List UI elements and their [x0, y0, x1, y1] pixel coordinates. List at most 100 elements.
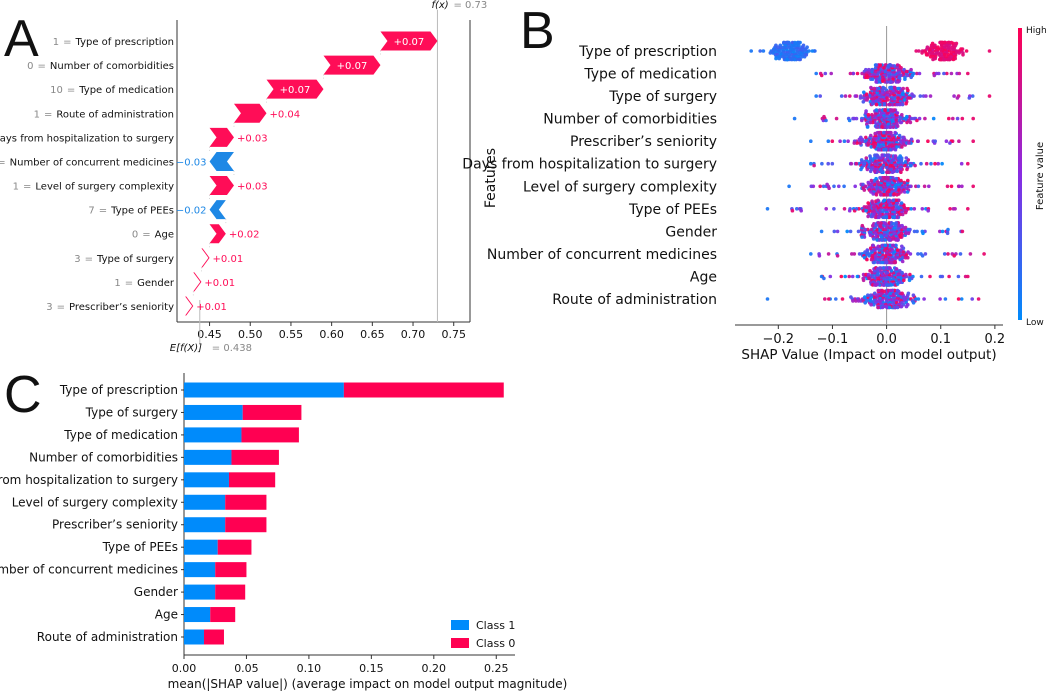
beeswarm-point: [862, 160, 867, 164]
waterfall-feature-eq: =: [57, 302, 65, 313]
beeswarm-point: [906, 227, 911, 232]
beeswarm-point: [894, 198, 898, 203]
beeswarm-point: [894, 243, 898, 248]
beeswarm-point: [936, 161, 940, 166]
beeswarm-point: [900, 291, 904, 296]
beeswarm-point: [800, 54, 804, 59]
beeswarm-point: [881, 283, 886, 287]
waterfall-feature-eq: =: [99, 206, 107, 217]
beeswarm-point: [869, 85, 873, 90]
beeswarm-point: [842, 139, 847, 143]
beeswarm-point: [897, 133, 902, 138]
beeswarm-point: [812, 163, 816, 168]
waterfall-feature-name: Prescriber’s seniority: [69, 302, 174, 313]
beeswarm-x-tick-label: 0.2: [985, 332, 1006, 347]
beeswarm-point: [843, 94, 848, 98]
beeswarm-point: [960, 184, 964, 189]
waterfall-feature-label: 7 = Type of PEEs: [88, 206, 174, 217]
beeswarm-point: [817, 254, 822, 258]
beeswarm-feature-label: Level of surgery complexity: [523, 179, 717, 195]
beeswarm-point: [823, 71, 828, 76]
beeswarm-point: [860, 71, 864, 76]
beeswarm-point: [898, 120, 903, 125]
beeswarm-point: [848, 94, 852, 98]
beeswarm-point: [865, 98, 869, 102]
beeswarm-point: [861, 100, 866, 104]
beeswarm-point: [851, 116, 855, 121]
beeswarm-point: [917, 116, 922, 121]
beeswarm-point: [917, 71, 922, 76]
beeswarm-point: [821, 184, 826, 189]
beeswarm-point: [874, 102, 879, 107]
beeswarm-point: [876, 198, 880, 203]
beeswarm-point: [847, 274, 851, 279]
beeswarm-point: [903, 225, 908, 230]
beeswarm-point: [822, 114, 826, 119]
beeswarm-point: [908, 120, 913, 125]
beeswarm-point: [804, 53, 809, 57]
beeswarm-point: [941, 57, 946, 62]
beeswarm-point: [849, 161, 854, 166]
beeswarm-point: [914, 49, 918, 53]
bar-x-tick-label: 0.15: [359, 662, 384, 675]
beeswarm-point: [879, 203, 883, 207]
beeswarm-point: [879, 193, 883, 197]
beeswarm-point: [874, 125, 879, 129]
beeswarm-point: [905, 69, 909, 74]
beeswarm-point: [874, 108, 879, 112]
beeswarm-point: [987, 94, 992, 98]
beeswarm-point: [851, 299, 855, 303]
beeswarm-point: [940, 161, 944, 166]
beeswarm-point: [942, 71, 946, 76]
beeswarm-x-tick-label: −0.2: [763, 332, 795, 347]
beeswarm-feature-label: Age: [690, 269, 717, 285]
beeswarm-point: [877, 147, 881, 152]
waterfall-feature-value: 10: [50, 85, 63, 96]
beeswarm-point: [852, 141, 857, 145]
beeswarm-point: [895, 124, 900, 128]
bar-category-label: Type of medication: [63, 428, 178, 442]
beeswarm-point: [866, 293, 870, 298]
beeswarm-point: [865, 167, 870, 172]
beeswarm-point: [875, 238, 879, 242]
beeswarm-point: [905, 120, 909, 125]
beeswarm-point: [797, 40, 801, 45]
beeswarm-point: [813, 49, 817, 53]
beeswarm-point: [818, 184, 822, 189]
beeswarm-point: [915, 71, 919, 76]
waterfall-bar-label: +0.07: [280, 85, 311, 96]
beeswarm-point: [885, 125, 890, 129]
waterfall-bar: [323, 55, 381, 75]
beeswarm-point: [898, 154, 902, 158]
beeswarm-point: [872, 86, 877, 91]
beeswarm-point: [829, 71, 833, 76]
waterfall-feature-eq: =: [63, 37, 71, 48]
beeswarm-point: [865, 257, 869, 262]
beeswarm-point: [982, 252, 986, 256]
beeswarm-point: [966, 161, 970, 166]
beeswarm-point: [868, 246, 873, 250]
beeswarm-point: [971, 139, 975, 143]
beeswarm-point: [898, 102, 902, 107]
beeswarm-point: [883, 243, 888, 248]
beeswarm-point: [884, 215, 889, 220]
beeswarm-point: [915, 229, 919, 234]
beeswarm-point: [976, 297, 981, 301]
beeswarm-point: [905, 86, 909, 91]
beeswarm-point: [838, 139, 842, 143]
beeswarm-point: [880, 169, 884, 174]
colorbar-high-label: High: [1026, 26, 1047, 36]
beeswarm-point: [864, 208, 868, 213]
beeswarm-point: [888, 63, 893, 67]
beeswarm-point: [903, 210, 908, 215]
waterfall-feature-name: Route of administration: [56, 109, 174, 120]
bar-segment-class-0: [210, 607, 236, 623]
beeswarm-point: [865, 248, 870, 252]
panel-letter-a: A: [4, 10, 39, 68]
beeswarm-point: [871, 237, 876, 241]
waterfall-base-value: = 0.438: [212, 343, 252, 354]
waterfall-feature-eq: =: [67, 85, 75, 96]
beeswarm-point: [948, 207, 952, 211]
beeswarm-point: [790, 57, 794, 62]
beeswarm-point: [866, 180, 871, 185]
